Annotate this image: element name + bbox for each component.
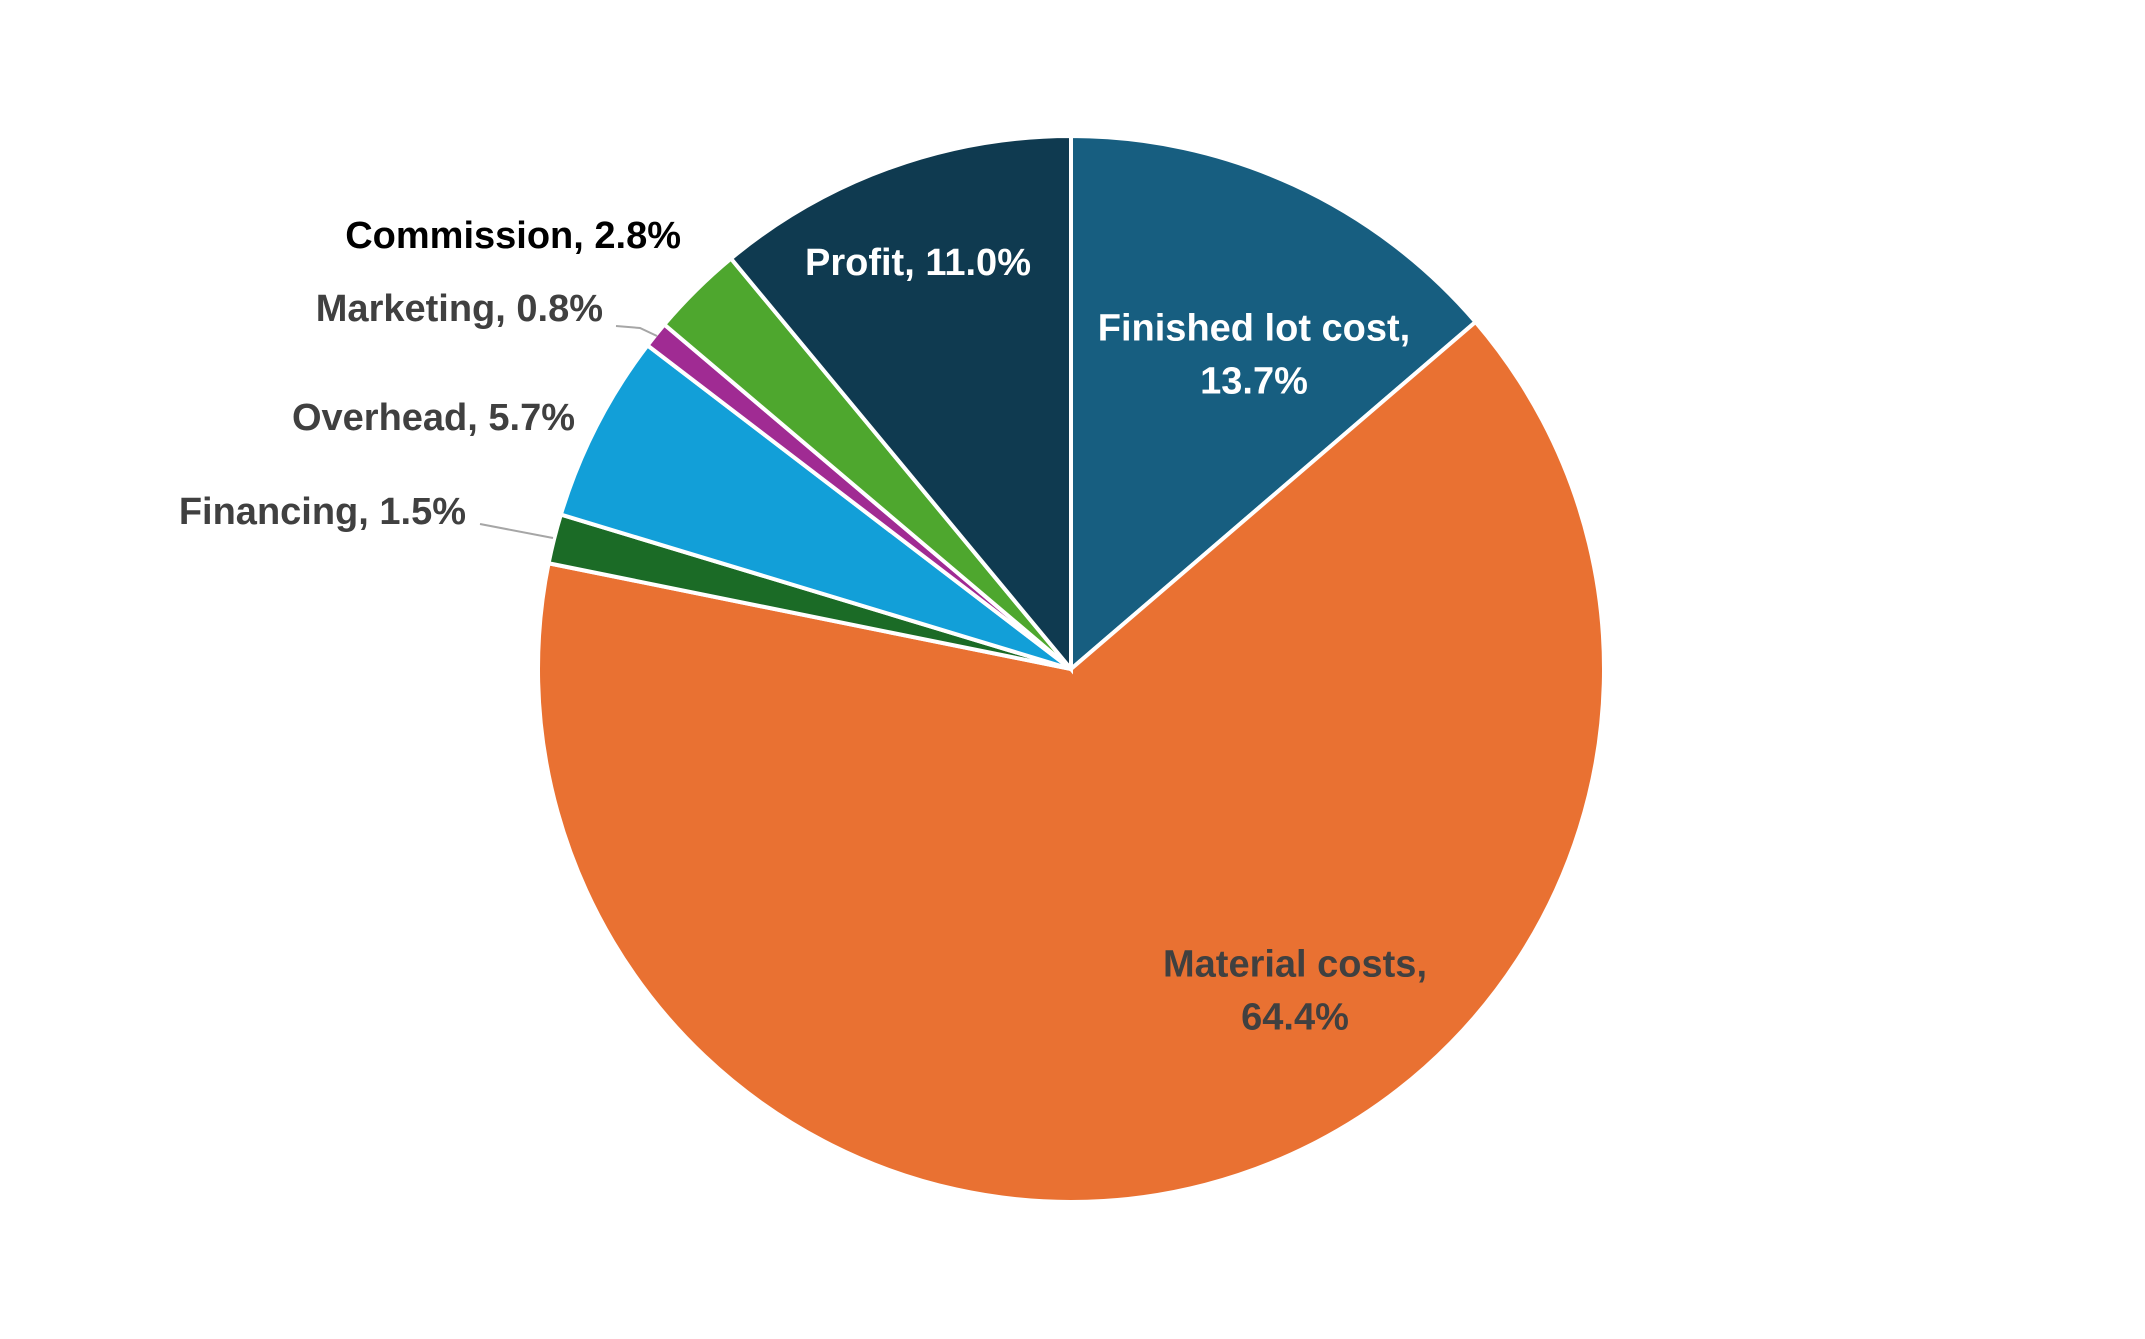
data-label: Commission, 2.8% — [345, 215, 681, 257]
data-label: Financing, 1.5% — [179, 491, 466, 533]
data-label-line: 13.7% — [1200, 361, 1308, 403]
leader-line — [479, 523, 554, 539]
data-label-line: 64.4% — [1241, 997, 1349, 1039]
pie-slice — [728, 133, 1073, 675]
data-label: Marketing, 0.8% — [316, 288, 603, 330]
pie-slice — [536, 319, 1606, 1204]
pie-slice — [558, 342, 1073, 671]
data-label-line: Finished lot cost, — [1098, 307, 1410, 349]
data-label: Material costs, 64.4% — [1163, 943, 1427, 1038]
data-label-line: Material costs, — [1163, 943, 1427, 985]
data-label: Profit, 11.0% — [805, 242, 1031, 284]
data-label: Overhead, 5.7% — [292, 397, 575, 439]
data-label: Finished lot cost, 13.7% — [1098, 307, 1410, 402]
leader-line — [615, 325, 658, 337]
pie-slice — [1069, 133, 1479, 674]
